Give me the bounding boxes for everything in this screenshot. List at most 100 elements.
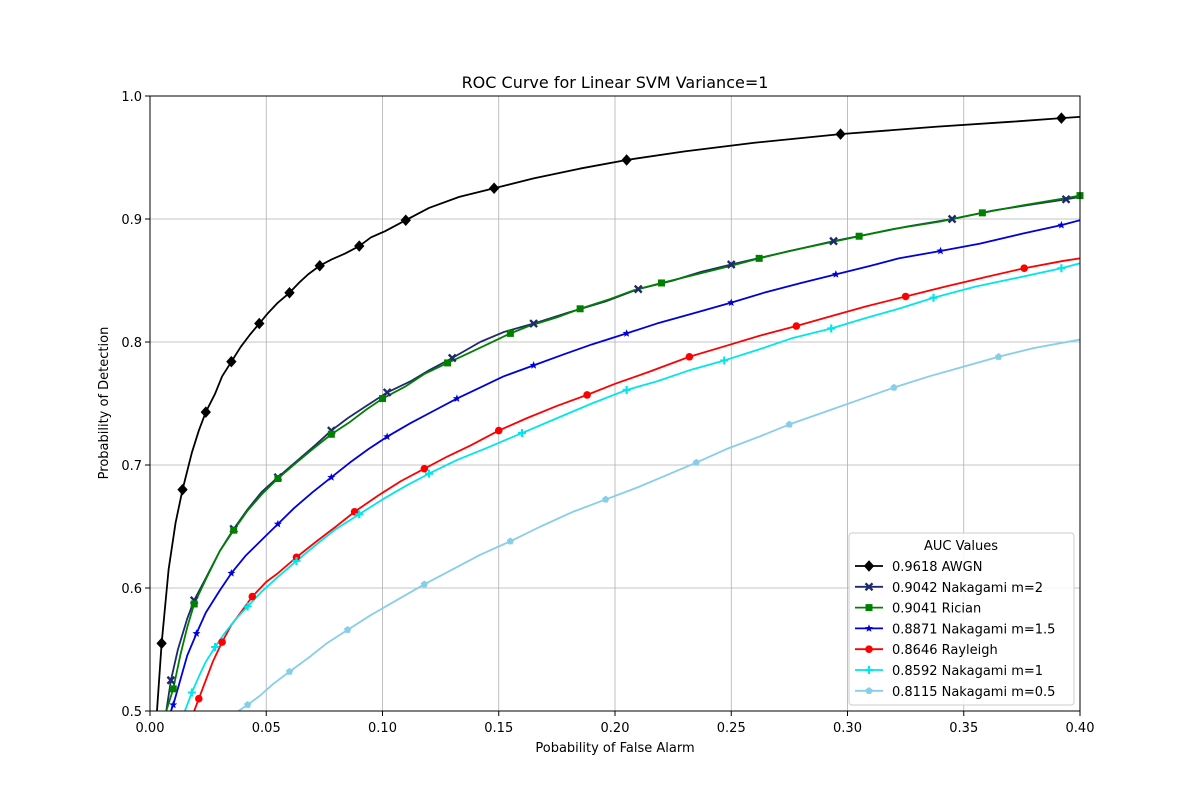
data-point xyxy=(621,154,632,166)
data-point xyxy=(354,240,365,252)
legend-entry-3: 0.8871 Nakagami m=1.5 xyxy=(855,622,1055,637)
data-point xyxy=(254,317,265,330)
data-point xyxy=(835,128,846,140)
data-point xyxy=(792,322,801,330)
legend-entries: 0.9618 AWGN 0.9042 Nakagami m=2 0.9041 Ric… xyxy=(855,560,1055,700)
data-point xyxy=(1057,264,1066,273)
y-tick-label: 0.5 xyxy=(121,705,142,720)
data-point xyxy=(726,260,736,269)
data-point xyxy=(200,406,211,418)
data-point xyxy=(488,182,500,194)
data-point xyxy=(727,298,736,307)
data-point xyxy=(529,319,538,328)
legend-label: 0.8592 Nakagami m=1 xyxy=(892,664,1043,679)
data-point xyxy=(218,638,226,646)
legend-marker xyxy=(864,582,874,592)
legend-box xyxy=(848,532,1075,706)
data-point xyxy=(400,214,411,226)
legend-marker xyxy=(865,687,873,694)
data-point xyxy=(518,429,526,438)
data-point xyxy=(211,643,220,652)
series-markers-1 xyxy=(166,194,1071,685)
data-point xyxy=(1020,264,1028,273)
legend-entry-5: 0.8592 Nakagami m=1 xyxy=(855,664,1043,679)
data-point xyxy=(187,688,196,697)
data-point xyxy=(755,254,763,262)
legend-entry-4: 0.8646 Rayleigh xyxy=(855,643,998,658)
data-point xyxy=(1057,220,1066,229)
legend-marker xyxy=(863,560,875,572)
data-point xyxy=(195,694,203,703)
series-markers-2 xyxy=(169,192,1084,693)
data-point xyxy=(285,667,294,675)
data-point xyxy=(720,356,729,365)
data-point xyxy=(947,214,957,224)
data-point xyxy=(658,279,665,287)
data-point xyxy=(978,209,986,217)
data-point xyxy=(855,232,863,240)
series-markers-0 xyxy=(156,112,1067,650)
ticks: 0.00 0.05 0.10 0.15 0.20 0.25 0.30 0.35 0.40 0.5 0… xyxy=(121,90,1094,736)
x-tick-label: 0.20 xyxy=(601,721,630,736)
x-tick-label: 0.25 xyxy=(717,721,746,736)
data-point xyxy=(169,685,177,693)
data-point xyxy=(190,600,198,608)
series-line-2 xyxy=(165,194,1080,711)
data-point xyxy=(622,329,631,337)
data-point xyxy=(785,420,793,428)
data-point xyxy=(829,236,838,246)
data-point xyxy=(156,637,167,650)
data-point xyxy=(192,629,201,637)
x-tick-label: 0.35 xyxy=(949,721,978,736)
data-point xyxy=(274,475,282,483)
legend-marker xyxy=(865,666,873,674)
legend-entry-0: 0.9618 AWGN xyxy=(855,560,982,575)
data-point xyxy=(420,580,428,588)
data-point xyxy=(1061,194,1071,204)
data-point xyxy=(292,556,301,565)
data-point xyxy=(831,270,840,278)
x-tick-label: 0.05 xyxy=(252,721,281,736)
chart-title: ROC Curve for Linear SVM Variance=1 xyxy=(462,73,769,92)
x-tick-label: 0.30 xyxy=(833,721,862,736)
data-point xyxy=(529,361,538,369)
data-point xyxy=(602,495,610,503)
data-point xyxy=(355,510,364,519)
data-point xyxy=(494,426,503,435)
y-tick-label: 0.8 xyxy=(121,336,142,351)
data-point xyxy=(226,355,237,368)
data-point xyxy=(166,675,176,685)
data-point xyxy=(314,259,325,272)
data-point xyxy=(382,388,392,397)
x-tick-label: 0.40 xyxy=(1066,721,1095,736)
legend-label: 0.9041 Rician xyxy=(892,602,981,617)
legend-label: 0.8871 Nakagami m=1.5 xyxy=(892,622,1055,637)
data-point xyxy=(169,700,178,709)
data-point xyxy=(327,473,336,481)
data-point xyxy=(506,537,514,545)
y-tick-label: 0.6 xyxy=(121,582,142,597)
data-point xyxy=(177,483,188,496)
legend-label: 0.9618 AWGN xyxy=(892,560,982,575)
data-point xyxy=(995,352,1003,360)
data-point xyxy=(273,519,282,528)
legend-entry-6: 0.8115 Nakagami m=0.5 xyxy=(855,685,1055,700)
x-tick-label: 0.00 xyxy=(136,721,165,736)
legend-label: 0.8646 Rayleigh xyxy=(892,643,998,658)
data-point xyxy=(685,352,694,361)
series-markers-3 xyxy=(169,220,1066,709)
data-point xyxy=(243,602,252,611)
series-markers xyxy=(156,112,1084,709)
legend-entry-1: 0.9042 Nakagami m=2 xyxy=(855,581,1043,596)
data-point xyxy=(929,293,938,302)
legend-label: 0.8115 Nakagami m=0.5 xyxy=(892,685,1055,700)
data-point xyxy=(327,430,335,438)
data-point xyxy=(244,701,252,708)
x-axis-label: Pobability of False Alarm xyxy=(535,741,694,756)
data-point xyxy=(622,385,631,394)
data-point xyxy=(230,526,238,534)
legend-marker xyxy=(865,604,873,612)
data-point xyxy=(383,432,392,441)
data-point xyxy=(901,292,910,301)
